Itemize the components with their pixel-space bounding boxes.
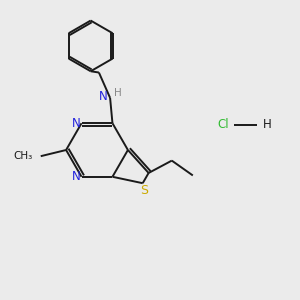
Text: N: N	[72, 170, 81, 183]
Text: Cl: Cl	[217, 118, 229, 131]
Text: H: H	[114, 88, 121, 98]
Text: S: S	[140, 184, 148, 197]
Text: H: H	[263, 118, 272, 131]
Text: N: N	[72, 117, 81, 130]
Text: CH₃: CH₃	[13, 151, 32, 161]
Text: N: N	[99, 90, 108, 103]
